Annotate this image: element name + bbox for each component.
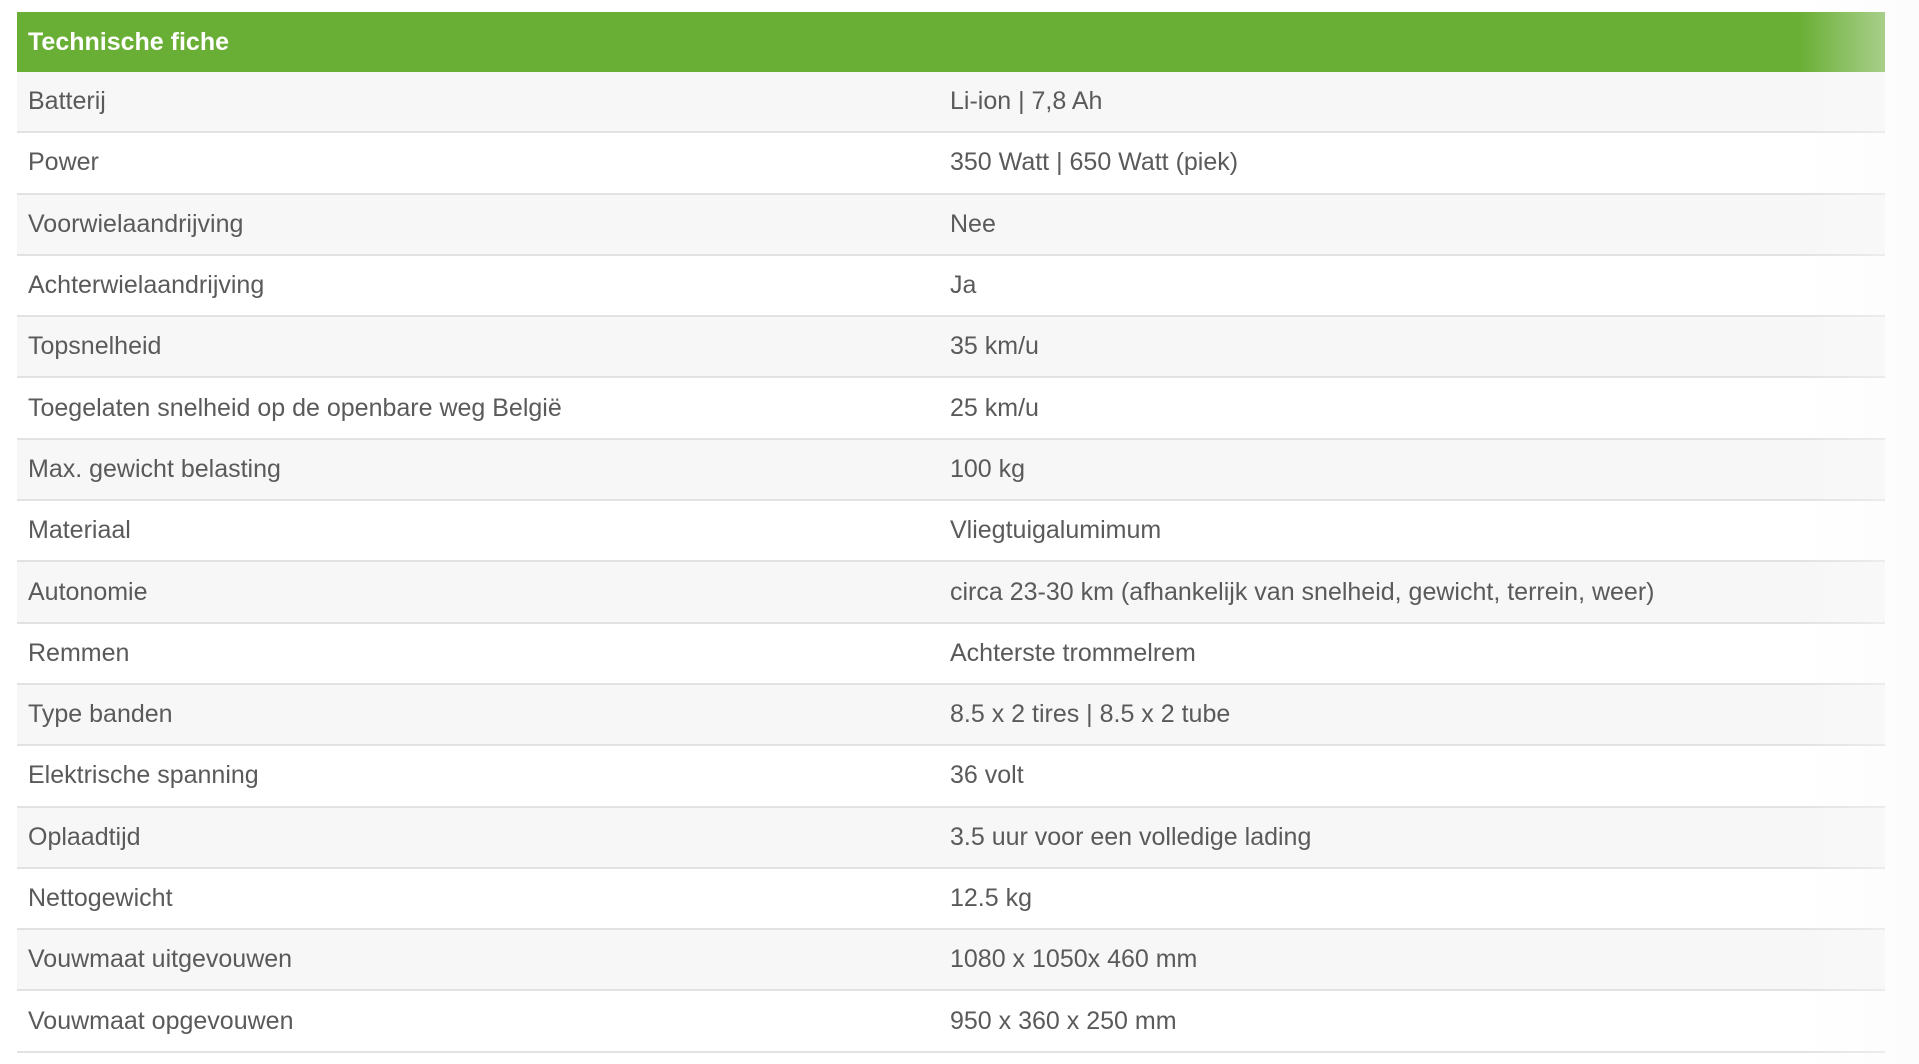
spec-value: 8.5 x 2 tires | 8.5 x 2 tube: [950, 700, 1231, 729]
spec-label: Voorwielaandrijving: [28, 209, 244, 238]
spec-label: Type banden: [28, 700, 173, 729]
spec-value: 1080 x 1050x 460 mm: [950, 945, 1198, 974]
spec-table: Technische fiche Batterij Li-ion | 7,8 Ah…: [17, 12, 1885, 1053]
table-row: Type banden 8.5 x 2 tires | 8.5 x 2 tube: [17, 684, 1885, 747]
table-row: Topsnelheid 35 km/u: [17, 317, 1885, 379]
spec-value: 35 km/u: [950, 332, 1039, 361]
spec-label: Vouwmaat uitgevouwen: [28, 945, 293, 974]
table-row: Materiaal Vliegtuigalumimum: [17, 501, 1885, 563]
spec-label: Achterwielaandrijving: [28, 271, 265, 300]
table-row: Autonomie circa 23-30 km (afhankelijk van…: [17, 562, 1885, 624]
spec-label: Materiaal: [28, 516, 131, 545]
spec-label: Power: [28, 148, 99, 177]
spec-value: Achterste trommelrem: [950, 638, 1196, 667]
table-body: Batterij Li-ion | 7,8 Ah Power 350 Watt | 6…: [17, 72, 1885, 1053]
table-row: Remmen Achterste trommelrem: [17, 623, 1885, 685]
table-row: Power 350 Watt | 650 Watt (piek): [17, 133, 1885, 195]
spec-value: Ja: [950, 271, 977, 300]
spec-value: 100 kg: [950, 454, 1026, 483]
spec-value: Vliegtuigalumimum: [950, 516, 1162, 545]
spec-value: circa 23-30 km (afhankelijk van snelheid…: [950, 577, 1655, 606]
table-row: Vouwmaat opgevouwen 950 x 360 x 250 mm: [17, 991, 1885, 1053]
spec-label: Vouwmaat opgevouwen: [28, 1006, 294, 1035]
spec-label: Max. gewicht belasting: [28, 454, 281, 483]
spec-label: Autonomie: [28, 577, 148, 606]
table-row: Max. gewicht belasting 100 kg: [17, 439, 1885, 502]
table-title: Technische fiche: [17, 12, 1885, 72]
table-row: Voorwielaandrijving Nee: [17, 194, 1885, 256]
table-row: Toegelaten snelheid op de openbare weg B…: [17, 378, 1885, 440]
spec-value: Li-ion | 7,8 Ah: [950, 87, 1103, 116]
spec-value: 3.5 uur voor een volledige lading: [950, 822, 1312, 851]
spec-label: Nettogewicht: [28, 884, 173, 912]
table-row: Achterwielaandrijving Ja: [17, 255, 1885, 318]
spec-label: Elektrische spanning: [28, 761, 259, 790]
spec-label: Toegelaten snelheid op de openbare weg B…: [28, 393, 562, 422]
table-row: Vouwmaat uitgevouwen 1080 x 1050x 460 mm: [17, 930, 1885, 992]
table-row: Batterij Li-ion | 7,8 Ah: [17, 72, 1885, 134]
spec-value: 950 x 360 x 250 mm: [950, 1006, 1177, 1035]
spec-label: Batterij: [28, 87, 106, 116]
spec-value: Nee: [950, 209, 996, 238]
spec-value: 12.5 kg: [950, 884, 1033, 912]
spec-value: 25 km/u: [950, 393, 1039, 422]
spec-label: Remmen: [28, 638, 130, 667]
spec-value: 36 volt: [950, 761, 1024, 790]
table-row: Oplaadtijd 3.5 uur voor een volledige lad…: [17, 807, 1885, 869]
spec-value: 350 Watt | 650 Watt (piek): [950, 148, 1239, 177]
table-row: Nettogewicht 12.5 kg: [17, 868, 1885, 931]
table-row: Elektrische spanning 36 volt: [17, 746, 1885, 808]
spec-label: Oplaadtijd: [28, 822, 141, 851]
spec-label: Topsnelheid: [28, 332, 162, 361]
